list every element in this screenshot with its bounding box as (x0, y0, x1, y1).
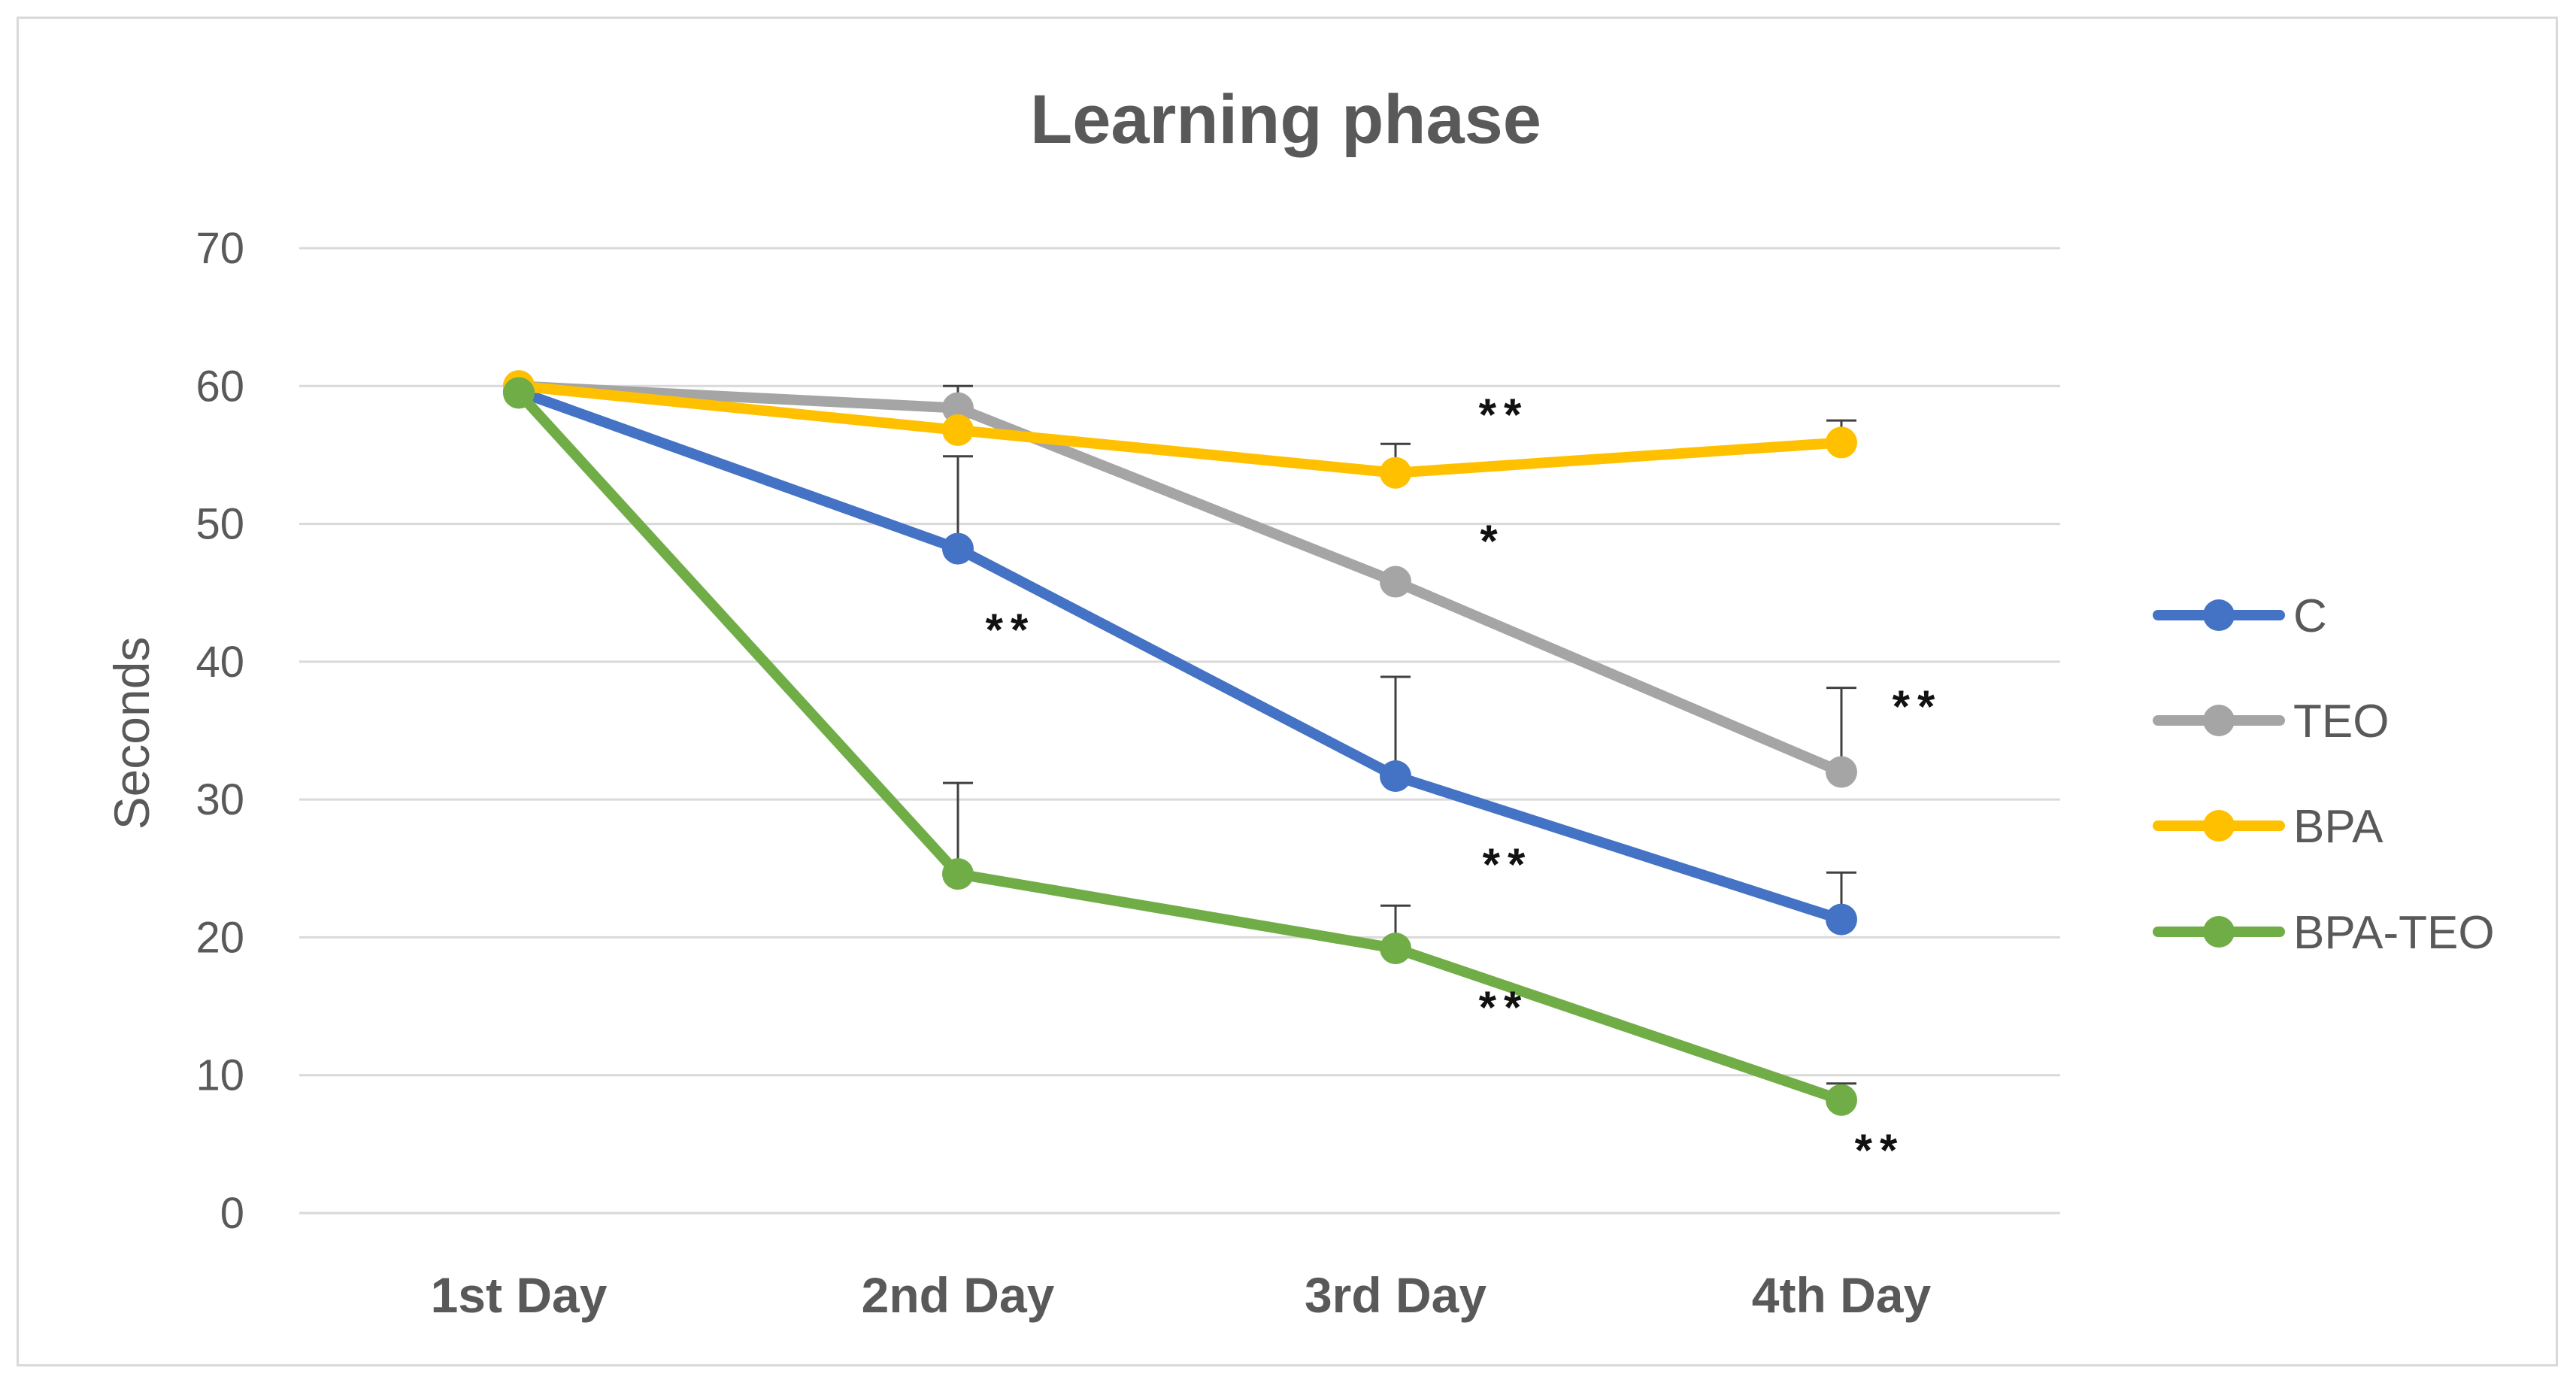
data-point-BPA-TEO (1826, 1084, 1857, 1116)
legend: C TEO BPA BPA-TEO (2153, 590, 2495, 959)
data-point-BPA (1380, 456, 1411, 489)
legend-marker-BPA-TEO (2203, 916, 2235, 948)
x-tick-label: 4th Day (1752, 1267, 1932, 1323)
y-tick-label: 60 (195, 362, 244, 411)
data-point-TEO (1380, 566, 1411, 598)
data-point-C (1380, 760, 1411, 792)
significance-marker: * (1480, 516, 1505, 566)
x-tick-label: 3rd Day (1305, 1267, 1487, 1323)
y-tick-label: 10 (195, 1051, 244, 1100)
data-point-BPA (942, 414, 974, 446)
significance-marker: ** (986, 605, 1036, 655)
y-tick-label: 40 (195, 638, 244, 687)
x-axis-ticks: 1st Day 2nd Day 3rd Day 4th Day (431, 1267, 1932, 1323)
legend-label-TEO: TEO (2293, 696, 2389, 748)
significance-annotations: ************* (986, 390, 1943, 1175)
data-point-BPA-TEO (1380, 933, 1411, 965)
legend-label-BPA-TEO: BPA-TEO (2293, 907, 2495, 959)
significance-marker: ** (1855, 1125, 1905, 1175)
legend-marker-BPA (2203, 810, 2235, 842)
series-line-TEO (514, 381, 1847, 778)
legend-marker-C (2203, 599, 2235, 631)
data-point-BPA (1826, 426, 1857, 459)
data-point-TEO (942, 392, 974, 424)
y-axis-ticks: 0 10 20 30 40 50 60 70 (195, 224, 244, 1238)
data-point-BPA-TEO (942, 858, 974, 890)
legend-label-BPA: BPA (2293, 801, 2384, 853)
y-axis-label: Seconds (104, 637, 159, 830)
data-point-C (1826, 903, 1857, 936)
data-point-BPA-TEO (503, 377, 535, 409)
data-point-C (942, 532, 974, 565)
significance-marker: ** (1893, 681, 1943, 732)
chart-title: Learning phase (1030, 81, 1541, 158)
significance-marker: ** (1479, 982, 1529, 1033)
series-line-C (514, 386, 1847, 925)
y-tick-label: 70 (195, 224, 244, 273)
y-tick-label: 50 (195, 500, 244, 549)
legend-marker-TEO (2203, 705, 2235, 736)
y-tick-label: 30 (195, 775, 244, 824)
significance-marker: ** (1483, 839, 1533, 890)
y-tick-label: 0 (220, 1189, 244, 1238)
series-line-BPA (514, 381, 1847, 478)
y-tick-label: 20 (195, 913, 244, 962)
x-tick-label: 1st Day (431, 1267, 608, 1323)
legend-label-C: C (2293, 590, 2327, 642)
series-line-BPA-TEO (514, 387, 1847, 1105)
data-point-TEO (1826, 756, 1857, 788)
significance-marker: ** (1479, 390, 1529, 440)
chart-area (17, 17, 2558, 1366)
series-lines (503, 370, 1857, 1116)
x-tick-label: 2nd Day (862, 1267, 1055, 1323)
